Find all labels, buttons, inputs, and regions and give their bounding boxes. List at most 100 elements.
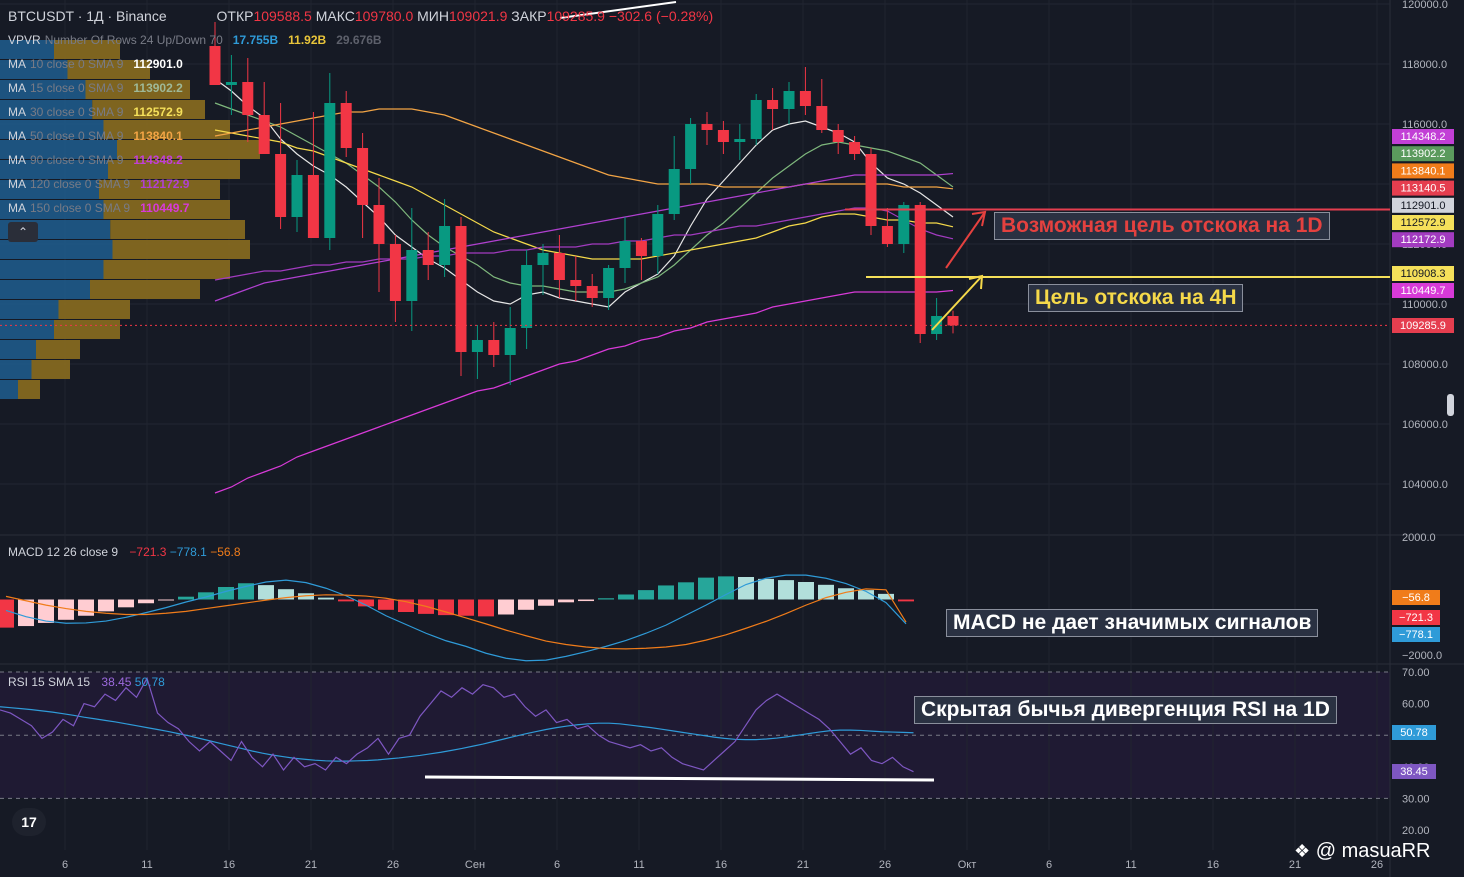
price-axis-tick: 118000.0 <box>1402 59 1447 71</box>
indicator-label: MA <box>8 177 26 191</box>
indicator-legend-row[interactable]: MA 15 close 0 SMA 9 113902.2 <box>8 81 183 95</box>
macd-price-label-bg <box>1392 590 1440 605</box>
ma-line-ma-50 <box>214 108 954 190</box>
candle-body <box>422 250 434 265</box>
rsi-line <box>0 676 914 773</box>
price-axis-tick: 108000.0 <box>1402 359 1448 371</box>
arrow-4h <box>931 275 983 331</box>
collapse-legend-button[interactable]: ⌃ <box>8 222 38 242</box>
rsi-price-label-text: 50.78 <box>1400 727 1428 739</box>
volume-profile-bar-down <box>108 160 240 179</box>
macd-histogram-bar <box>438 599 454 616</box>
price-label-bg <box>1392 232 1454 248</box>
candle-body <box>586 286 598 298</box>
indicator-legend-row[interactable]: MA 90 close 0 SMA 9 114348.2 <box>8 153 183 167</box>
volume-profile-bar-down <box>85 80 190 99</box>
candle-body <box>685 124 697 169</box>
time-axis-tick: 16 <box>223 859 235 871</box>
tradingview-logo[interactable]: 17 <box>12 808 46 836</box>
volume-profile-bar-down <box>103 260 230 279</box>
candle-body <box>258 115 270 154</box>
indicator-params: 30 close 0 SMA 9 <box>30 105 124 119</box>
macd-histogram-bar <box>198 592 214 600</box>
price-label-text: 114348.2 <box>1400 131 1445 143</box>
volume-profile-bar-up <box>0 180 99 199</box>
indicator-legend-row[interactable]: MA 50 close 0 SMA 9 113840.1 <box>8 129 183 143</box>
volume-profile-bar-down <box>31 360 70 379</box>
candle-body <box>701 124 713 130</box>
rsi-axis-tick: 20.00 <box>1402 825 1430 837</box>
volume-profile-bar-up <box>0 60 68 79</box>
candle-body <box>898 205 910 244</box>
candle-body <box>832 130 844 142</box>
macd-histogram-bar <box>858 590 874 600</box>
candle-body <box>668 169 680 214</box>
indicator-legend-row[interactable]: MA 10 close 0 SMA 9 112901.0 <box>8 57 183 71</box>
macd-histogram-bar <box>538 599 554 606</box>
price-label-text: 113840.1 <box>1400 165 1445 177</box>
indicator-value: 11.92B <box>288 33 327 47</box>
macd-histogram-bar <box>558 599 574 603</box>
candle-body <box>619 241 631 268</box>
ma-line-ma-10 <box>214 78 954 308</box>
change-value: −302.6 (−0.28%) <box>608 8 714 24</box>
rsi-price-label-bg <box>1392 725 1436 740</box>
rsi-band-background <box>0 672 1390 798</box>
macd-price-label-text: −778.1 <box>1399 629 1433 641</box>
candle-body <box>373 205 385 244</box>
candle-body <box>635 241 647 256</box>
candle-body <box>275 154 287 217</box>
macd-histogram-bar <box>898 599 914 602</box>
candle-body <box>603 268 615 298</box>
volume-profile-bar-down <box>92 100 205 119</box>
indicator-value: 114348.2 <box>133 153 183 167</box>
volume-profile-bar-down <box>54 320 120 339</box>
macd-histogram-bar <box>678 582 694 600</box>
symbol-header: BTCUSDT · 1Д · Binance ОТКР109588.5 МАКС… <box>8 8 713 24</box>
candle-body <box>291 175 303 217</box>
indicator-legend-row[interactable]: MA 120 close 0 SMA 9 112172.9 <box>8 177 189 191</box>
ma-line-ma-150 <box>214 289 954 494</box>
binance-logo-icon: ❖ <box>1294 841 1311 861</box>
arrow-4h-head <box>968 274 984 290</box>
volume-profile-bar-down <box>54 40 120 59</box>
rsi-price-label-text: 38.45 <box>1400 766 1428 778</box>
indicator-value: 17.755B <box>232 33 279 47</box>
time-axis-tick: 11 <box>1125 859 1136 871</box>
close-value: 109285.9 <box>546 8 605 24</box>
volume-profile <box>0 40 260 399</box>
indicator-value: 113902.2 <box>133 81 183 95</box>
arrow-1d-head <box>971 210 987 227</box>
candle-body <box>767 100 779 109</box>
candle-body <box>357 148 369 205</box>
candle-body <box>783 91 795 109</box>
volume-profile-bar-up <box>0 380 18 399</box>
indicator-legend-row[interactable]: MA 150 close 0 SMA 9 110449.7 <box>8 201 189 215</box>
volume-profile-bar-down <box>110 220 245 239</box>
macd-histogram-bar <box>478 599 494 617</box>
macd-histogram-bar <box>158 599 174 601</box>
time-axis-tick: 21 <box>797 859 809 871</box>
arrow-1d <box>945 211 986 269</box>
candle-body <box>914 205 926 334</box>
macd-histogram-bar <box>738 577 754 600</box>
candle-body <box>225 82 237 85</box>
time-axis-tick: 6 <box>1046 859 1052 871</box>
indicator-label: MA <box>8 201 26 215</box>
rsi-divergence-line <box>424 775 935 782</box>
low-value: 109021.9 <box>448 8 508 24</box>
volume-profile-bar-up <box>0 80 86 99</box>
indicator-legend-row[interactable]: VPVR Number Of Rows 24 Up/Down 70 17.755B 1… <box>8 33 382 47</box>
price-axis-tick: 120000.0 <box>1402 0 1448 11</box>
indicator-legend-row[interactable]: MA 30 close 0 SMA 9 112572.9 <box>8 105 183 119</box>
volume-profile-bar-down <box>99 180 220 199</box>
macd-histogram-bar <box>178 596 194 600</box>
price-axis-tick: 110000.0 <box>1402 299 1447 311</box>
macd-axis-tick: −2000.0 <box>1402 650 1442 662</box>
price-axis-tick: 106000.0 <box>1402 419 1448 431</box>
price-label-text: 112901.0 <box>1400 200 1445 212</box>
annotation-4h-target: Цель отскока на 4H <box>1028 284 1244 312</box>
volume-profile-bar-down <box>58 300 130 319</box>
